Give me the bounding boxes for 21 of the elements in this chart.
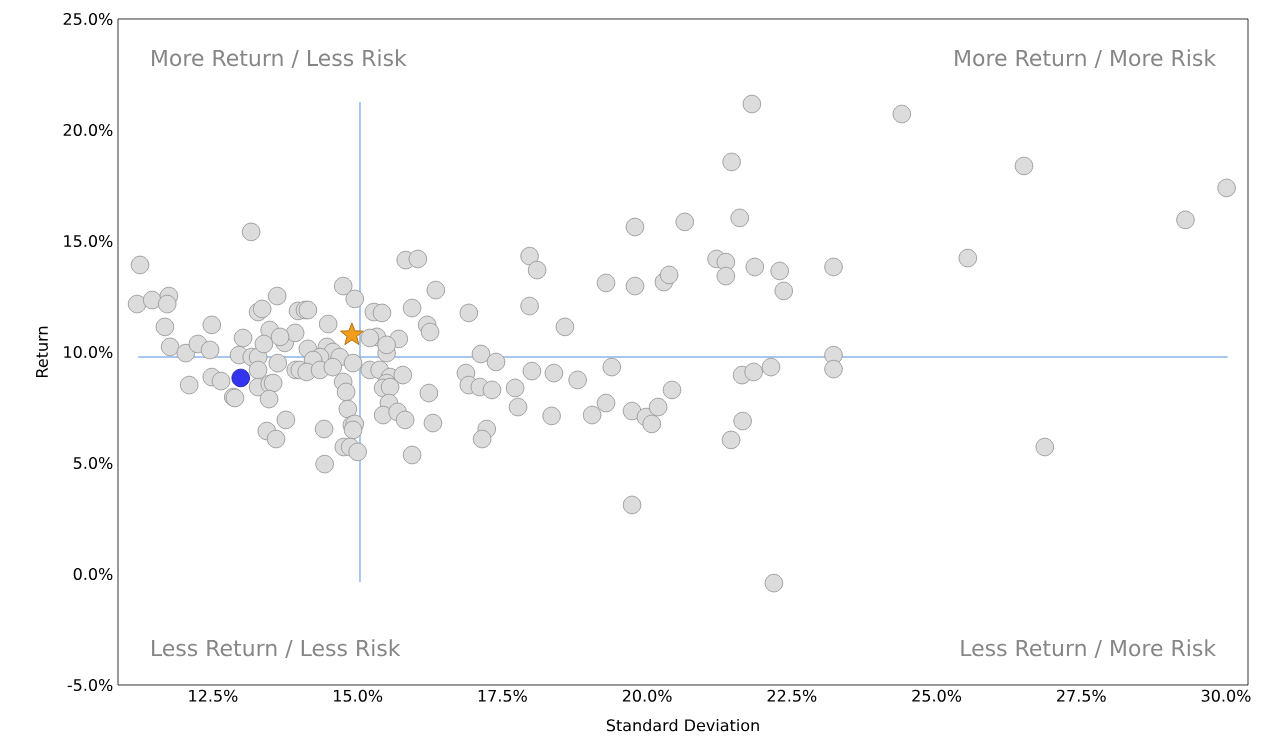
y-tick-label: 5.0%	[73, 456, 113, 470]
y-tick-label: 15.0%	[64, 234, 113, 248]
x-tick-label: 27.5%	[1057, 689, 1106, 702]
x-tick-label: 15.0%	[334, 689, 383, 702]
y-tick-label: -5.0%	[67, 678, 113, 692]
y-tick-label: 20.0%	[63, 123, 113, 137]
x-tick-label: 17.5%	[478, 689, 527, 702]
x-axis-title: Standard Deviation	[606, 718, 759, 732]
x-tick-label: 20.0%	[622, 689, 672, 702]
x-tick-label: 12.5%	[189, 689, 238, 702]
annotation: More Return / More Risk	[955, 49, 1217, 68]
y-tick-label: 0.0%	[73, 567, 113, 581]
annotation: Less Return / More Risk	[961, 639, 1217, 659]
x-tick-label: 30.0%	[1201, 689, 1251, 702]
y-axis-title: Return	[36, 326, 48, 377]
x-tick-label: 22.5%	[767, 689, 817, 702]
annotation: Less Return / Less Risk	[152, 639, 401, 659]
y-tick-label: 25.0%	[63, 12, 113, 26]
y-tick-label: 10.0%	[64, 345, 113, 359]
annotation: More Return / Less Risk	[152, 49, 407, 68]
x-tick-label: 25.0%	[912, 689, 962, 702]
